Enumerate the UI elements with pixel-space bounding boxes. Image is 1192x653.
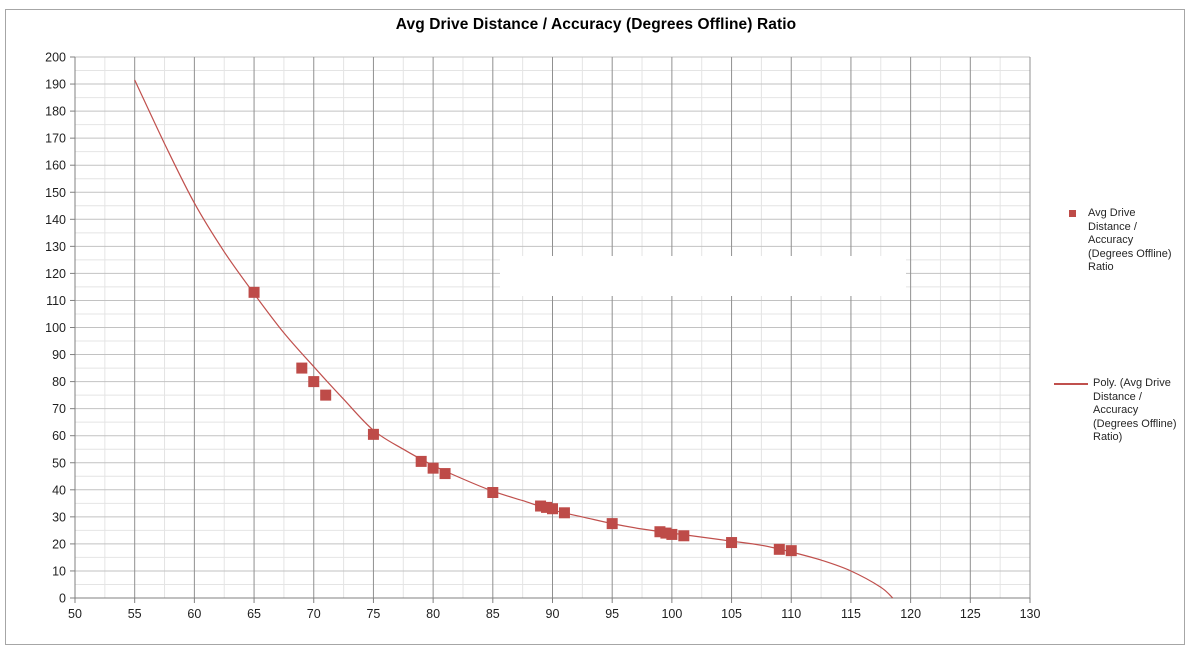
- data-point[interactable]: [439, 468, 451, 480]
- y-axis-tick-label: 80: [52, 375, 66, 389]
- data-point[interactable]: [726, 537, 738, 549]
- y-axis-tick-label: 0: [59, 592, 66, 606]
- data-point[interactable]: [320, 389, 332, 401]
- legend-entry-series[interactable]: Avg Drive Distance / Accuracy (Degrees O…: [1069, 207, 1181, 275]
- data-point[interactable]: [296, 362, 308, 374]
- x-axis-tick-label: 100: [661, 607, 682, 621]
- data-point[interactable]: [487, 487, 499, 499]
- x-axis-tick-label: 70: [307, 607, 321, 621]
- x-axis-tick-label: 120: [900, 607, 921, 621]
- y-axis-tick-label: 90: [52, 348, 66, 362]
- y-axis-tick-label: 70: [52, 402, 66, 416]
- data-point[interactable]: [308, 376, 320, 388]
- data-point[interactable]: [666, 528, 678, 540]
- trendline-line-marker-icon: [1054, 383, 1088, 385]
- y-axis-tick-label: 20: [52, 537, 66, 551]
- x-axis-tick-label: 115: [841, 607, 861, 621]
- y-axis-tick-label: 50: [52, 456, 66, 470]
- y-axis-tick-label: 120: [45, 267, 66, 281]
- white-patch-overlay: [500, 256, 906, 296]
- y-axis-tick-label: 140: [45, 213, 66, 227]
- data-point[interactable]: [427, 462, 439, 474]
- data-point[interactable]: [660, 527, 672, 539]
- x-axis-tick-label: 65: [247, 607, 261, 621]
- y-axis-tick-label: 150: [45, 186, 66, 200]
- data-point[interactable]: [558, 507, 570, 519]
- data-point[interactable]: [248, 286, 260, 298]
- y-axis-tick-label: 130: [45, 240, 66, 254]
- y-axis-tick-label: 110: [46, 294, 66, 308]
- data-point[interactable]: [785, 545, 797, 557]
- legend-trendline-label: Poly. (Avg Drive Distance / Accuracy (De…: [1093, 377, 1177, 443]
- x-axis-tick-label: 130: [1020, 607, 1041, 621]
- y-axis-tick-label: 40: [52, 483, 66, 497]
- legend-series-label: Avg Drive Distance / Accuracy (Degrees O…: [1088, 207, 1172, 273]
- series-square-marker-icon: [1069, 210, 1076, 217]
- x-axis-tick-label: 125: [960, 607, 981, 621]
- x-axis-tick-label: 55: [128, 607, 142, 621]
- data-point[interactable]: [773, 543, 785, 555]
- y-axis-tick-label: 190: [45, 78, 66, 92]
- data-point[interactable]: [606, 518, 618, 530]
- data-point[interactable]: [678, 530, 690, 542]
- trendline-path[interactable]: [134, 79, 894, 599]
- data-point[interactable]: [541, 501, 553, 513]
- y-axis-tick-label: 10: [52, 564, 66, 578]
- y-axis-tick-label: 180: [45, 105, 66, 119]
- x-axis-tick-label: 50: [68, 607, 82, 621]
- x-axis-tick-label: 85: [486, 607, 500, 621]
- x-axis-tick-label: 95: [605, 607, 619, 621]
- data-point[interactable]: [367, 428, 379, 440]
- y-axis-tick-label: 30: [52, 510, 66, 524]
- x-axis-tick-label: 75: [366, 607, 380, 621]
- legend-entry-trendline[interactable]: Poly. (Avg Drive Distance / Accuracy (De…: [1054, 377, 1186, 445]
- data-point[interactable]: [547, 503, 558, 515]
- y-axis-tick-label: 170: [45, 132, 66, 146]
- y-axis-tick-label: 100: [45, 321, 66, 335]
- chart-title: Avg Drive Distance / Accuracy (Degrees O…: [395, 16, 797, 33]
- y-axis-tick-label: 60: [52, 429, 66, 443]
- x-axis-tick-label: 80: [426, 607, 440, 621]
- y-axis-tick-label: 200: [45, 51, 66, 65]
- y-axis-tick-label: 160: [45, 159, 66, 173]
- x-axis-tick-label: 110: [781, 607, 801, 621]
- data-point[interactable]: [415, 455, 427, 467]
- data-point[interactable]: [654, 526, 666, 538]
- x-axis-tick-label: 90: [546, 607, 560, 621]
- data-point[interactable]: [535, 500, 547, 512]
- x-axis-tick-label: 60: [187, 607, 201, 621]
- x-axis-tick-label: 105: [721, 607, 742, 621]
